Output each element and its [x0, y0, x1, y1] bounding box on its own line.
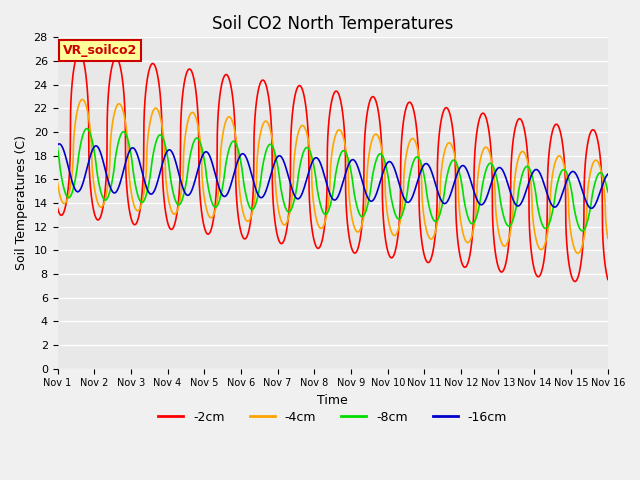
Text: VR_soilco2: VR_soilco2 — [63, 44, 138, 57]
Legend: -2cm, -4cm, -8cm, -16cm: -2cm, -4cm, -8cm, -16cm — [153, 406, 512, 429]
X-axis label: Time: Time — [317, 394, 348, 407]
Title: Soil CO2 North Temperatures: Soil CO2 North Temperatures — [212, 15, 453, 33]
Y-axis label: Soil Temperatures (C): Soil Temperatures (C) — [15, 135, 28, 270]
